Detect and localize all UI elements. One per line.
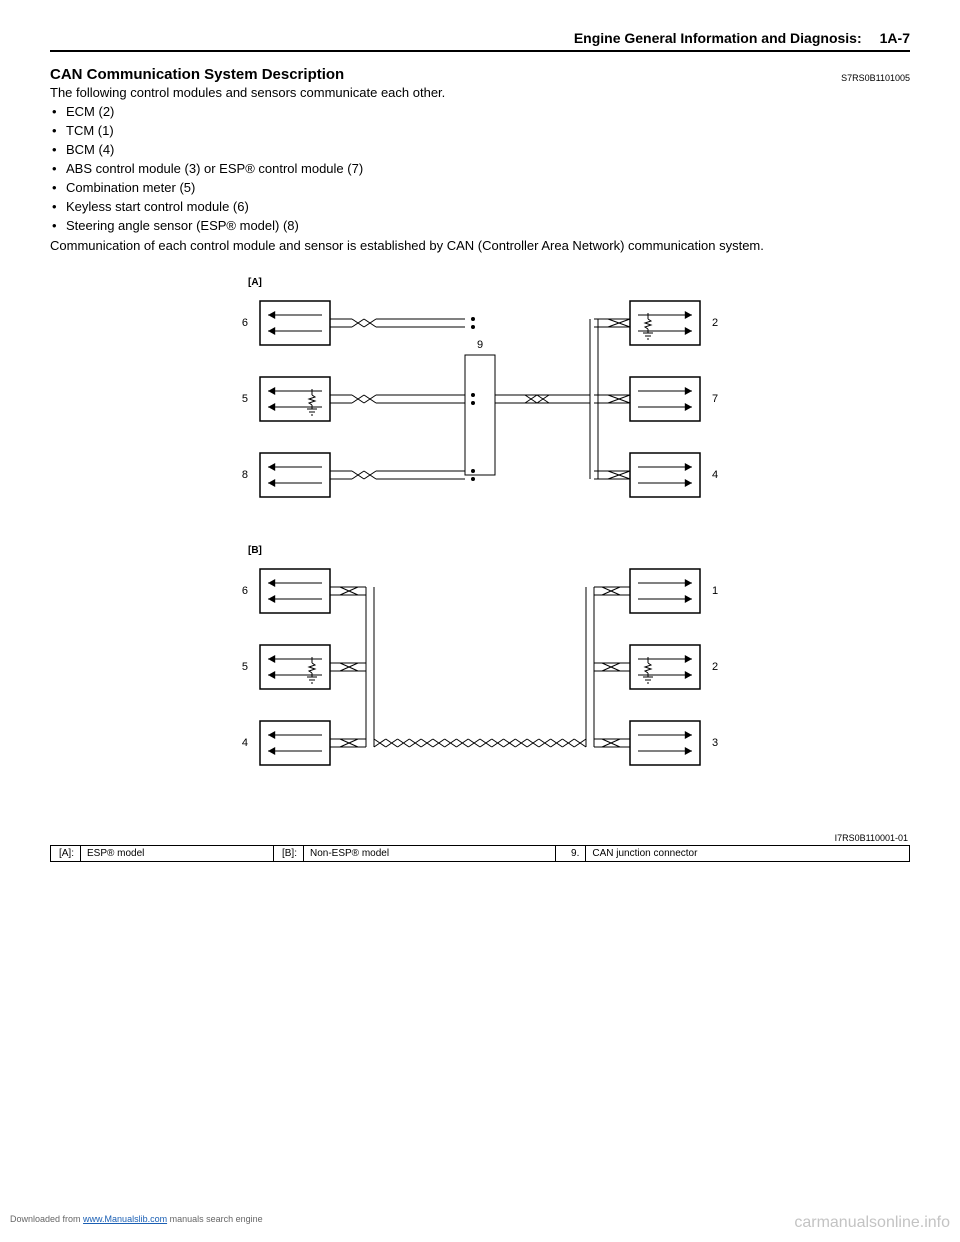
closing-text: Communication of each control module and… [50,237,910,255]
list-item: Steering angle sensor (ESP® model) (8) [52,218,910,233]
footer-watermark: carmanualsonline.info [794,1214,950,1232]
diagram-code: I7RS0B110001-01 [50,833,910,843]
list-item: ECM (2) [52,104,910,119]
bullet-list: ECM (2) TCM (1) BCM (4) ABS control modu… [50,104,910,233]
footer-link[interactable]: www.Manualslib.com [83,1214,167,1224]
header-title: Engine General Information and Diagnosis… [574,30,862,46]
svg-text:6: 6 [242,316,248,328]
legend-key: [B]: [273,845,303,861]
svg-text:[A]: [A] [248,277,262,288]
svg-text:1: 1 [712,584,718,596]
svg-text:4: 4 [712,468,718,480]
svg-text:5: 5 [242,392,248,404]
svg-text:6: 6 [242,584,248,596]
list-item: Keyless start control module (6) [52,199,910,214]
svg-text:2: 2 [712,316,718,328]
can-diagram: [A] 6 2 5 7 8 4 9 [B] 6 1 5 2 4 3 [200,271,760,831]
section-header: CAN Communication System Description S7R… [50,66,910,83]
legend-key: 9. [556,845,586,861]
intro-text: The following control modules and sensor… [50,85,910,100]
svg-text:9: 9 [477,338,483,350]
table-row: [A]: ESP® model [B]: Non-ESP® model 9. C… [51,845,910,861]
footer-left-post: manuals search engine [167,1214,263,1224]
legend-key: [A]: [51,845,81,861]
svg-text:2: 2 [712,660,718,672]
svg-text:7: 7 [712,392,718,404]
svg-text:5: 5 [242,660,248,672]
svg-text:3: 3 [712,736,718,748]
diagram-container: [A] 6 2 5 7 8 4 9 [B] 6 1 5 2 4 3 I7RS0B110001-01 [50,271,910,843]
section-title: CAN Communication System Description [50,66,344,83]
header-page: 1A-7 [880,30,910,46]
legend-table: [A]: ESP® model [B]: Non-ESP® model 9. C… [50,845,910,862]
legend-val: CAN junction connector [586,845,910,861]
legend-val: ESP® model [81,845,274,861]
page-header: Engine General Information and Diagnosis… [50,30,910,52]
svg-text:4: 4 [242,736,248,748]
list-item: TCM (1) [52,123,910,138]
svg-text:[B]: [B] [248,545,262,556]
svg-text:8: 8 [242,468,248,480]
legend-val: Non-ESP® model [303,845,555,861]
footer-left: Downloaded from www.Manualslib.com manua… [10,1214,263,1232]
footer-left-pre: Downloaded from [10,1214,83,1224]
section-code: S7RS0B1101005 [841,73,910,83]
page-footer: Downloaded from www.Manualslib.com manua… [10,1214,950,1232]
list-item: Combination meter (5) [52,180,910,195]
list-item: ABS control module (3) or ESP® control m… [52,161,910,176]
list-item: BCM (4) [52,142,910,157]
